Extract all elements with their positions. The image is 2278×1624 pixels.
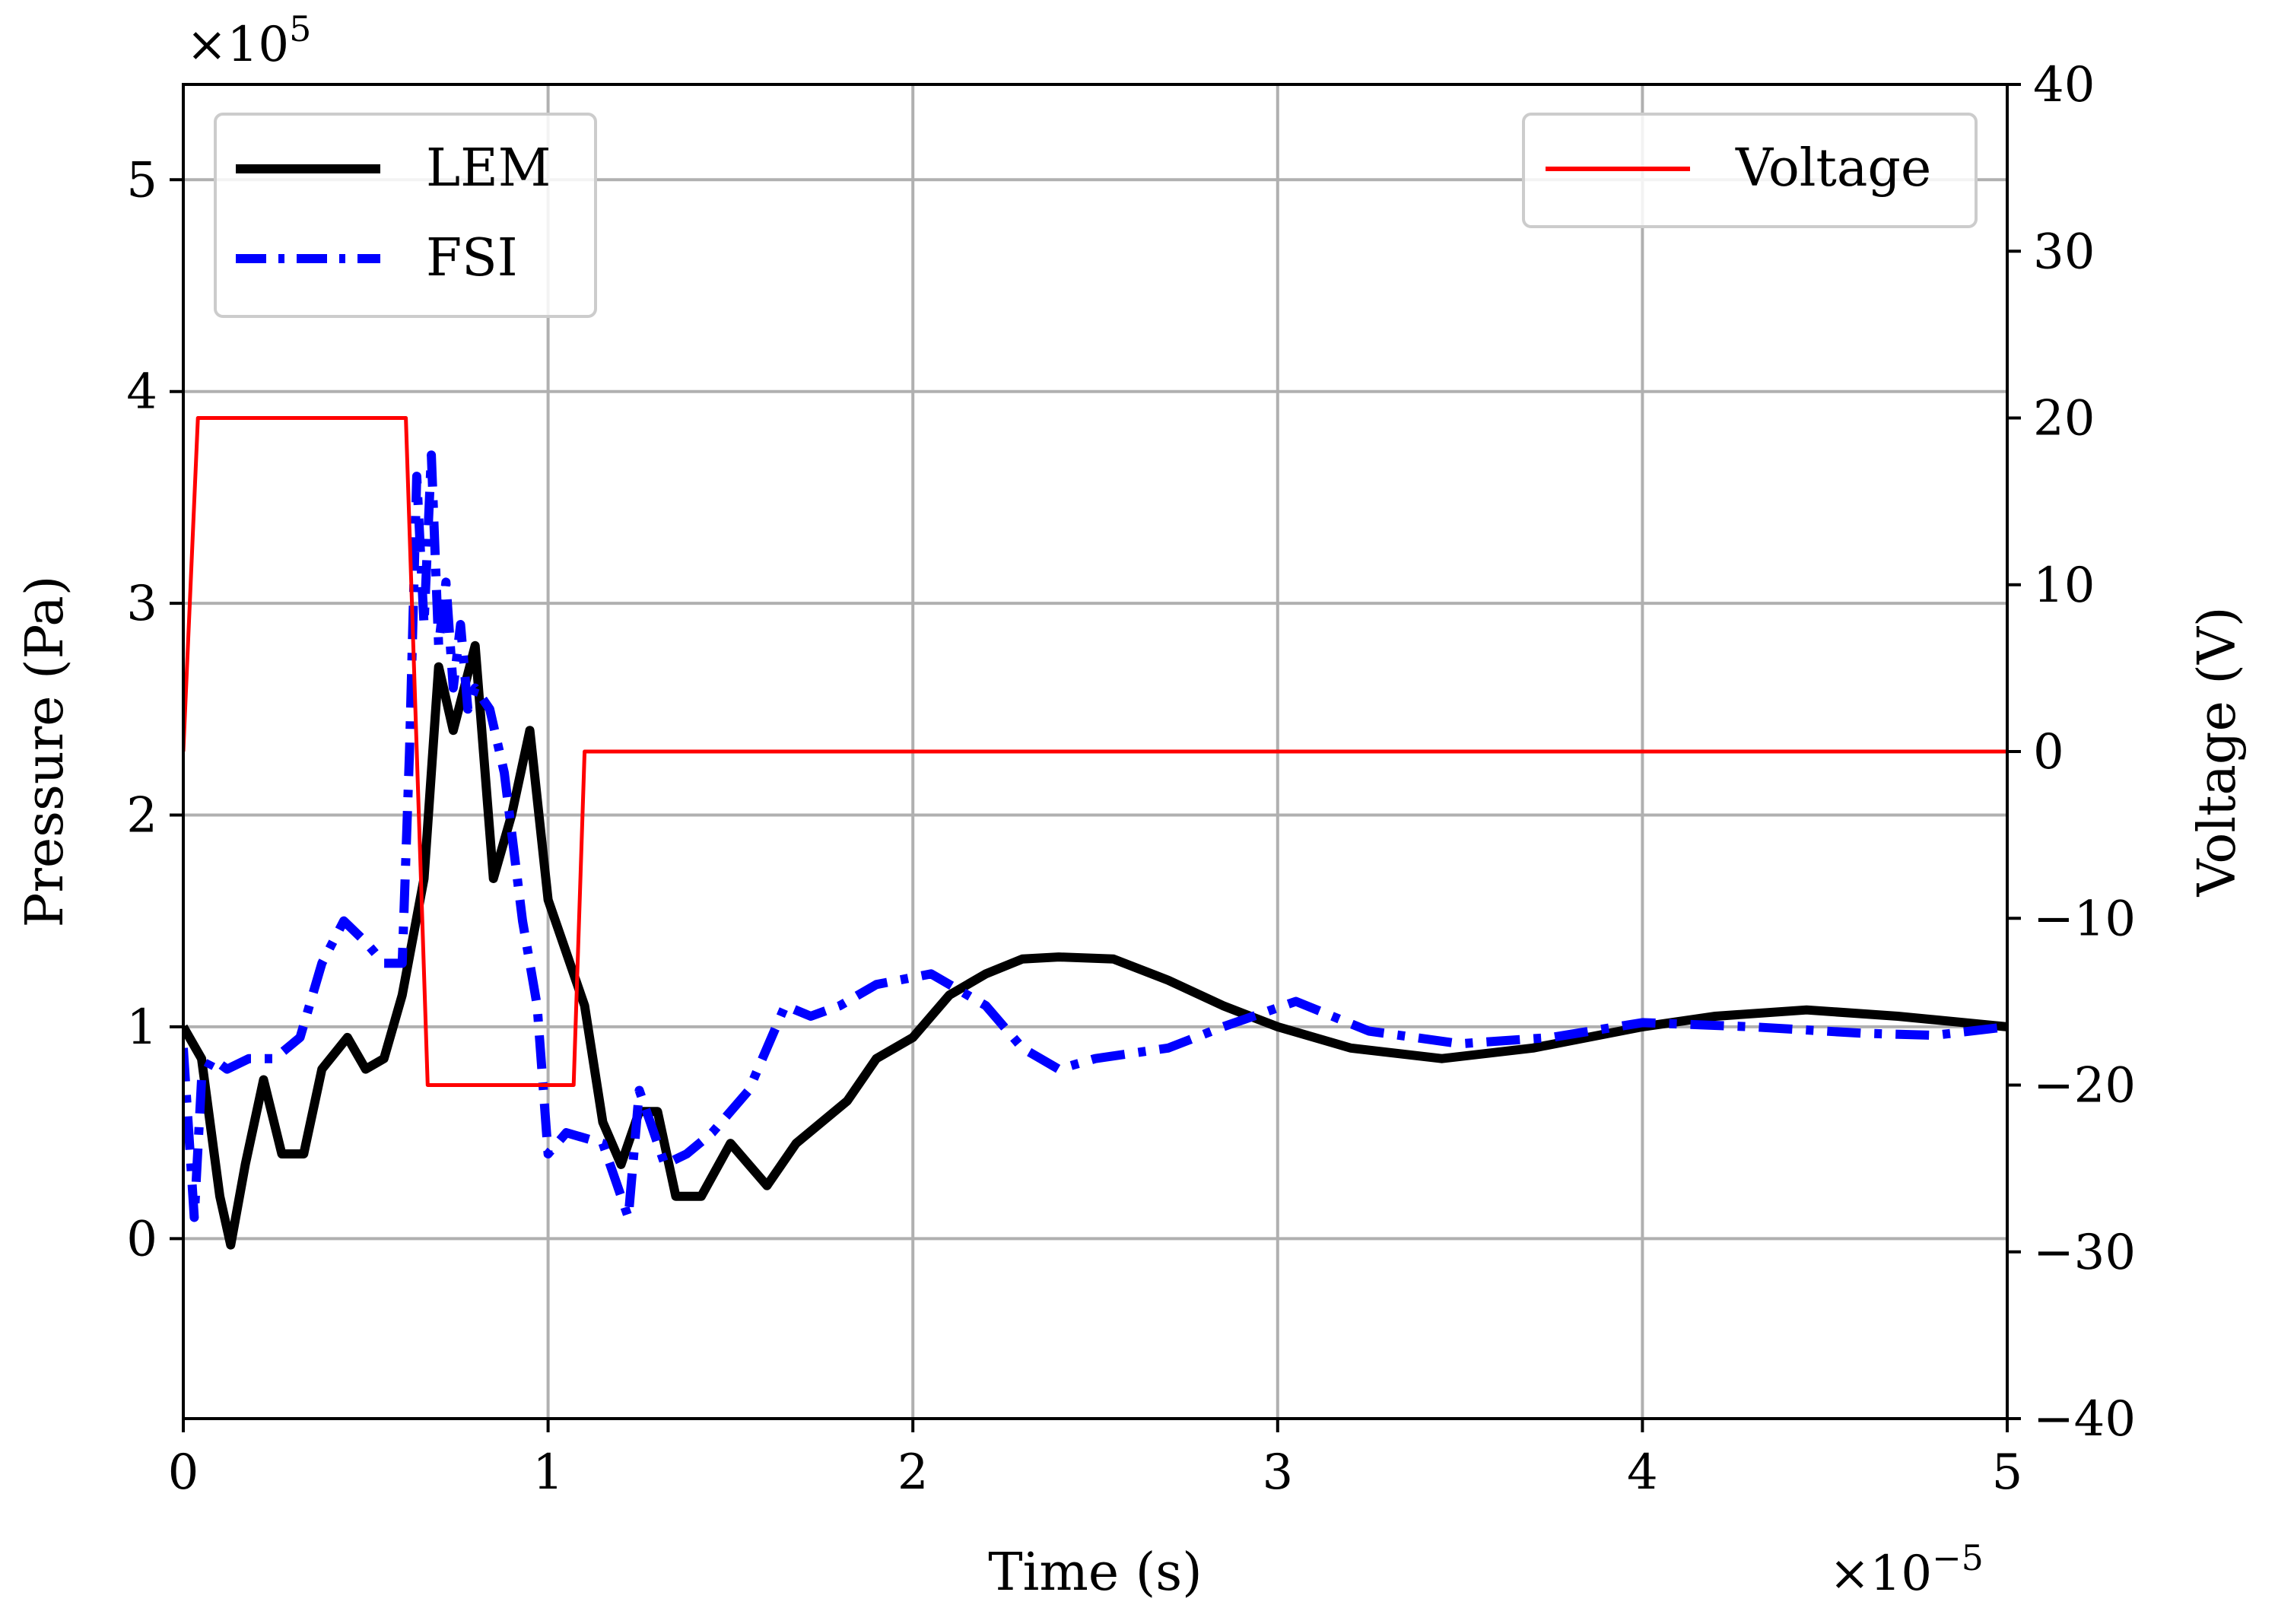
x-axis-label: Time (s) — [988, 1543, 1202, 1603]
x-tick-label: 3 — [1262, 1444, 1293, 1501]
left-y-tick-label: 1 — [126, 1000, 157, 1056]
left-y-axis-label: Pressure (Pa) — [15, 576, 75, 928]
legend-lem-fsi: LEM FSI — [214, 113, 597, 318]
labels: Time (s) Pressure (Pa) Voltage (V) ×105 … — [15, 8, 2248, 1603]
x-tick-label: 5 — [1992, 1444, 2023, 1501]
right-y-tick-label: −40 — [2033, 1391, 2136, 1448]
x-tick-label: 1 — [532, 1444, 564, 1501]
x-tick-label: 4 — [1627, 1444, 1658, 1501]
right-y-tick-label: −20 — [2033, 1058, 2136, 1114]
left-y-tick-label: 2 — [126, 788, 157, 844]
right-y-tick-label: −30 — [2033, 1225, 2136, 1281]
legend-box — [1522, 113, 1978, 228]
x-tick-label: 2 — [898, 1444, 929, 1501]
right-y-tick-label: 30 — [2033, 224, 2095, 280]
left-y-tick-label: 0 — [126, 1211, 157, 1267]
right-y-tick-label: −10 — [2033, 891, 2136, 947]
left-y-axis-multiplier: ×105 — [186, 8, 311, 73]
right-y-tick-label: 0 — [2033, 724, 2064, 780]
series-line-voltage — [183, 416, 2007, 1087]
legend-label-voltage: Voltage — [1735, 138, 1931, 199]
x-axis-multiplier: ×10−5 — [1829, 1537, 1984, 1602]
left-y-tick-label: 3 — [126, 576, 157, 632]
legend-label-lem: LEM — [426, 138, 551, 199]
x-tick-label: 0 — [168, 1444, 199, 1501]
left-y-tick-label: 4 — [126, 364, 157, 421]
right-y-axis-label: Voltage (V) — [2187, 607, 2248, 898]
legend-voltage: Voltage — [1522, 113, 1978, 228]
legend-label-fsi: FSI — [426, 228, 518, 288]
left-y-tick-label: 5 — [126, 152, 157, 208]
series-line-fsi — [183, 450, 2007, 1222]
right-y-tick-label: 20 — [2033, 391, 2095, 447]
series-line-lem — [183, 640, 2007, 1250]
right-y-tick-label: 10 — [2033, 558, 2095, 614]
series-layer — [183, 416, 2007, 1250]
right-y-tick-label: 40 — [2033, 57, 2095, 113]
